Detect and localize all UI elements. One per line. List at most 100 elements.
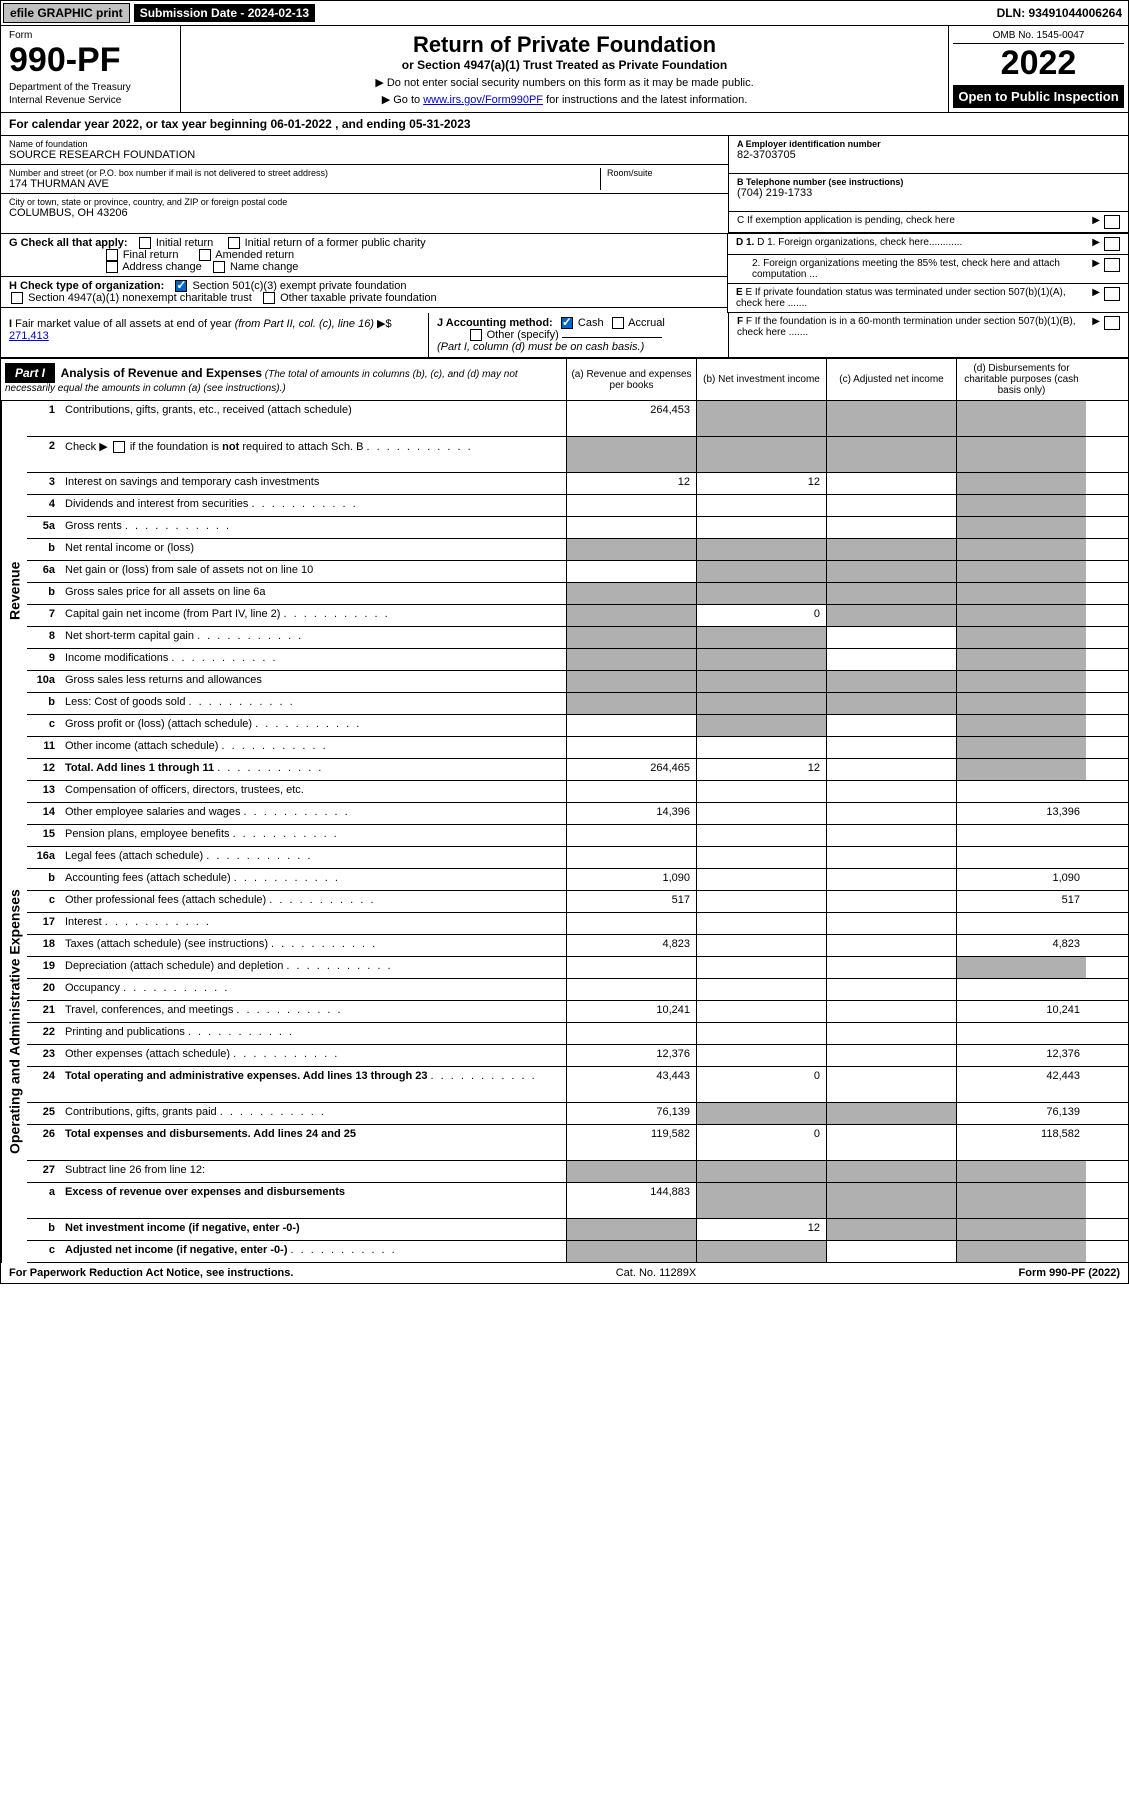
checkbox-other-method[interactable] — [470, 329, 482, 341]
form-subtitle: or Section 4947(a)(1) Trust Treated as P… — [187, 58, 942, 72]
i-cell: I Fair market value of all assets at end… — [1, 313, 428, 357]
paperwork-notice: For Paperwork Reduction Act Notice, see … — [9, 1267, 293, 1279]
row-23: 23Other expenses (attach schedule) 12,37… — [27, 1045, 1128, 1067]
tax-year: 2022 — [953, 44, 1124, 83]
h-row: H Check type of organization: Section 50… — [1, 277, 727, 308]
checkbox-d1[interactable] — [1104, 237, 1120, 251]
form-ref: Form 990-PF (2022) — [1019, 1267, 1120, 1279]
row-8: 8Net short-term capital gain — [27, 627, 1128, 649]
row-10b: bLess: Cost of goods sold — [27, 693, 1128, 715]
checkbox-name-change[interactable] — [213, 261, 225, 273]
checkbox-d2[interactable] — [1104, 258, 1120, 272]
arrow-icon: ▶ — [1092, 287, 1100, 298]
form-title: Return of Private Foundation — [187, 32, 942, 58]
checkbox-c[interactable] — [1104, 215, 1120, 229]
revenue-label: Revenue — [1, 401, 27, 781]
row-16b: bAccounting fees (attach schedule) 1,090… — [27, 869, 1128, 891]
note-ssn: ▶ Do not enter social security numbers o… — [187, 76, 942, 89]
note-link: ▶ Go to www.irs.gov/Form990PF for instru… — [187, 93, 942, 106]
row-1: 1Contributions, gifts, grants, etc., rec… — [27, 401, 1128, 437]
checkbox-accrual[interactable] — [612, 317, 624, 329]
dept-treasury: Department of the Treasury — [9, 82, 172, 93]
arrow-icon: ▶ — [1092, 237, 1100, 248]
f-cell: F F If the foundation is in a 60-month t… — [728, 313, 1128, 357]
checkbox-amended[interactable] — [199, 249, 211, 261]
row-17: 17Interest — [27, 913, 1128, 935]
j-cell: J Accounting method: Cash Accrual Other … — [428, 313, 728, 357]
row-13: 13Compensation of officers, directors, t… — [27, 781, 1128, 803]
row-26: 26Total expenses and disbursements. Add … — [27, 1125, 1128, 1161]
irs-label: Internal Revenue Service — [9, 95, 172, 106]
row-22: 22Printing and publications — [27, 1023, 1128, 1045]
row-7: 7Capital gain net income (from Part IV, … — [27, 605, 1128, 627]
row-10c: cGross profit or (loss) (attach schedule… — [27, 715, 1128, 737]
e-row: E E If private foundation status was ter… — [728, 284, 1128, 313]
row-11: 11Other income (attach schedule) — [27, 737, 1128, 759]
row-27: 27Subtract line 26 from line 12: — [27, 1161, 1128, 1183]
omb-number: OMB No. 1545-0047 — [953, 30, 1124, 44]
row-12: 12Total. Add lines 1 through 11 264,4651… — [27, 759, 1128, 781]
checkbox-initial-former[interactable] — [228, 237, 240, 249]
info-right: A Employer identification number 82-3703… — [728, 136, 1128, 233]
row-19: 19Depreciation (attach schedule) and dep… — [27, 957, 1128, 979]
row-18: 18Taxes (attach schedule) (see instructi… — [27, 935, 1128, 957]
row-27a: aExcess of revenue over expenses and dis… — [27, 1183, 1128, 1219]
checkbox-e[interactable] — [1104, 287, 1120, 301]
checkbox-address[interactable] — [106, 261, 118, 273]
checkbox-schb[interactable] — [113, 441, 125, 453]
checkbox-cash[interactable] — [561, 317, 573, 329]
header-right: OMB No. 1545-0047 2022 Open to Public In… — [948, 26, 1128, 112]
header-left: Form 990-PF Department of the Treasury I… — [1, 26, 181, 112]
fmv-value: 271,413 — [9, 330, 49, 342]
checkbox-501c3[interactable] — [175, 280, 187, 292]
arrow-icon: ▶ — [1092, 215, 1100, 226]
expenses-label: Operating and Administrative Expenses — [1, 781, 27, 1263]
efile-print-button[interactable]: efile GRAPHIC print — [3, 3, 130, 23]
form-number: 990-PF — [9, 41, 172, 80]
g-row: G Check all that apply: Initial return I… — [1, 234, 727, 277]
arrow-icon: ▶ — [1092, 258, 1100, 269]
row-16a: 16aLegal fees (attach schedule) — [27, 847, 1128, 869]
row-27b: bNet investment income (if negative, ent… — [27, 1219, 1128, 1241]
info-grid: Name of foundation SOURCE RESEARCH FOUND… — [1, 136, 1128, 234]
row-5b: bNet rental income or (loss) — [27, 539, 1128, 561]
form-page: efile GRAPHIC print Submission Date - 20… — [0, 0, 1129, 1284]
foundation-name-cell: Name of foundation SOURCE RESEARCH FOUND… — [1, 136, 728, 165]
phone-cell: B Telephone number (see instructions) (7… — [729, 174, 1128, 212]
info-left: Name of foundation SOURCE RESEARCH FOUND… — [1, 136, 728, 233]
row-5a: 5aGross rents — [27, 517, 1128, 539]
row-3: 3Interest on savings and temporary cash … — [27, 473, 1128, 495]
checkbox-4947[interactable] — [11, 292, 23, 304]
checkbox-final[interactable] — [106, 249, 118, 261]
row-27c: cAdjusted net income (if negative, enter… — [27, 1241, 1128, 1263]
checkbox-initial[interactable] — [139, 237, 151, 249]
cat-no: Cat. No. 11289X — [293, 1267, 1018, 1279]
part1-header: Part I Analysis of Revenue and Expenses … — [1, 358, 1128, 401]
irs-link[interactable]: www.irs.gov/Form990PF — [423, 94, 543, 106]
checkbox-f[interactable] — [1104, 316, 1120, 330]
row-10a: 10aGross sales less returns and allowanc… — [27, 671, 1128, 693]
row-14: 14Other employee salaries and wages 14,3… — [27, 803, 1128, 825]
submission-date: Submission Date - 2024-02-13 — [134, 4, 315, 22]
section-g-left: G Check all that apply: Initial return I… — [1, 234, 728, 313]
open-inspection: Open to Public Inspection — [953, 85, 1124, 108]
row-6b: bGross sales price for all assets on lin… — [27, 583, 1128, 605]
dln: DLN: 93491044006264 — [991, 4, 1128, 22]
part1-badge: Part I — [5, 363, 55, 383]
section-g-right: D 1. D 1. Foreign organizations, check h… — [728, 234, 1128, 313]
row-21: 21Travel, conferences, and meetings 10,2… — [27, 1001, 1128, 1023]
calendar-year-row: For calendar year 2022, or tax year begi… — [1, 113, 1128, 136]
checkbox-other-tax[interactable] — [263, 292, 275, 304]
form-header: Form 990-PF Department of the Treasury I… — [1, 26, 1128, 113]
row-20: 20Occupancy — [27, 979, 1128, 1001]
row-4: 4Dividends and interest from securities — [27, 495, 1128, 517]
row-25: 25Contributions, gifts, grants paid 76,1… — [27, 1103, 1128, 1125]
row-15: 15Pension plans, employee benefits — [27, 825, 1128, 847]
city-cell: City or town, state or province, country… — [1, 194, 728, 222]
topbar: efile GRAPHIC print Submission Date - 20… — [1, 1, 1128, 26]
col-b-header: (b) Net investment income — [696, 359, 826, 400]
d2-row: 2. Foreign organizations meeting the 85%… — [728, 255, 1128, 284]
col-a-header: (a) Revenue and expenses per books — [566, 359, 696, 400]
row-9: 9Income modifications — [27, 649, 1128, 671]
d1-row: D 1. D 1. Foreign organizations, check h… — [728, 234, 1128, 255]
